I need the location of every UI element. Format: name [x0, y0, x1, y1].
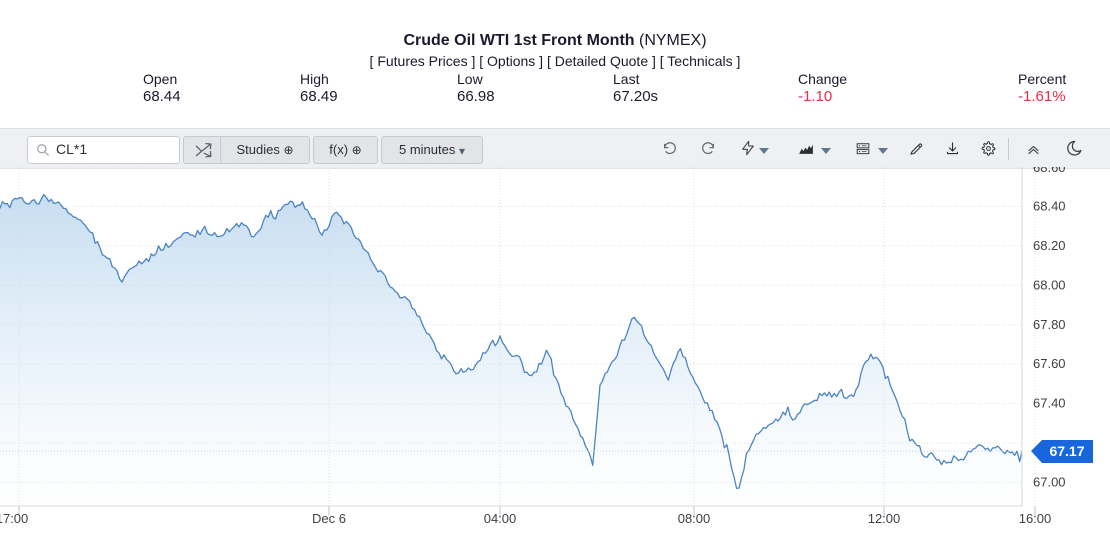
svg-text:04:00: 04:00 [484, 511, 517, 526]
svg-text:67.40: 67.40 [1033, 396, 1066, 411]
svg-text:16:00: 16:00 [1019, 511, 1052, 526]
svg-text:67.00: 67.00 [1033, 475, 1066, 490]
svg-text:67.60: 67.60 [1033, 356, 1066, 371]
svg-text:08:00: 08:00 [678, 511, 711, 526]
svg-text:67.80: 67.80 [1033, 317, 1066, 332]
svg-text:67.17: 67.17 [1049, 443, 1084, 459]
svg-text:68.40: 68.40 [1033, 199, 1066, 214]
svg-text:68.00: 68.00 [1033, 277, 1066, 292]
svg-text:68.60: 68.60 [1033, 160, 1066, 175]
svg-text:68.20: 68.20 [1033, 238, 1066, 253]
svg-text:Dec 6: Dec 6 [312, 511, 346, 526]
svg-text:17:00: 17:00 [0, 511, 28, 526]
svg-text:12:00: 12:00 [868, 511, 901, 526]
